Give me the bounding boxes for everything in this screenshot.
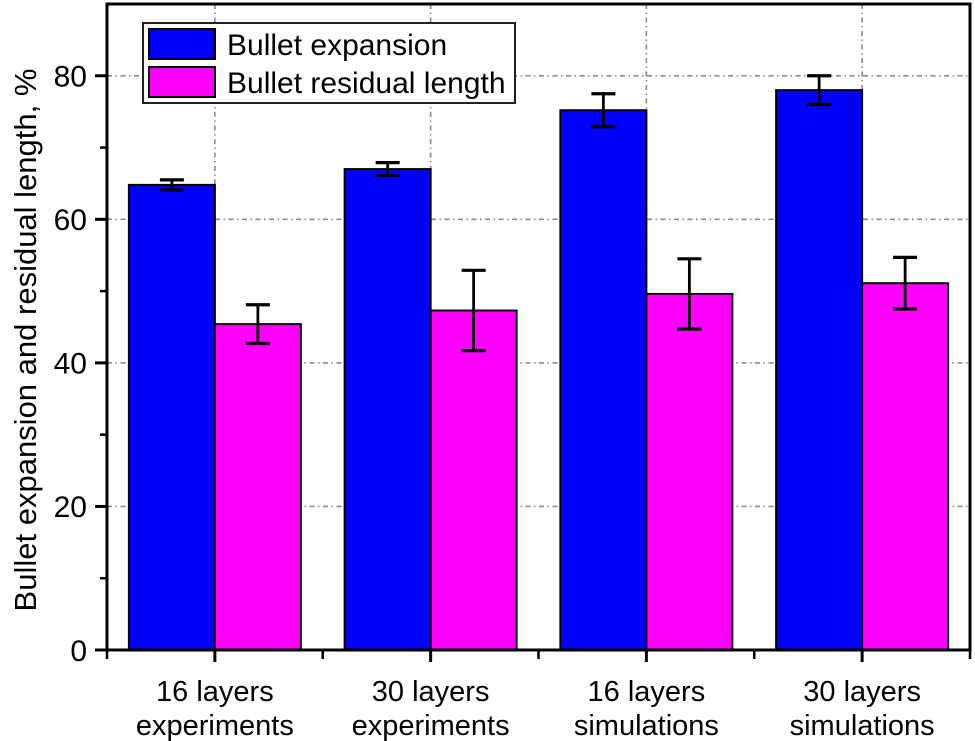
legend-label-1: Bullet residual length <box>227 67 506 100</box>
error-bar-bullet-expansion-3 <box>807 74 832 107</box>
bar-bullet-residual-length-3 <box>861 282 950 651</box>
legend-swatch-1 <box>148 66 216 98</box>
bar-bullet-expansion-2 <box>559 109 648 651</box>
x-category-label-2: 16 layers simulations <box>574 676 719 741</box>
x-category-label-3: 30 layers simulations <box>790 676 935 741</box>
error-bar-bullet-residual-length-2 <box>677 257 702 331</box>
bar-bullet-residual-length-2 <box>645 292 734 651</box>
bar-bullet-residual-length-1 <box>429 309 518 651</box>
error-bar-bullet-expansion-2 <box>591 92 616 129</box>
y-tick-label-40: 40 <box>54 348 87 381</box>
x-category-label-1: 30 layers experiments <box>352 676 510 741</box>
y-tick-label-0: 0 <box>70 635 87 668</box>
legend-swatch-0 <box>148 28 216 60</box>
y-tick-label-60: 60 <box>54 204 87 237</box>
error-bar-bullet-residual-length-0 <box>245 303 270 346</box>
legend-label-0: Bullet expansion <box>227 29 447 62</box>
error-bar-bullet-expansion-1 <box>375 161 400 178</box>
error-bar-bullet-residual-length-3 <box>893 255 918 311</box>
y-axis-title: Bullet expansion and residual length, % <box>8 69 43 612</box>
bar-bullet-expansion-1 <box>343 168 432 651</box>
x-category-label-0: 16 layers experiments <box>136 676 294 741</box>
error-bar-bullet-residual-length-1 <box>461 268 486 353</box>
y-tick-label-20: 20 <box>54 491 87 524</box>
bar-bullet-expansion-3 <box>775 89 864 651</box>
bar-bullet-residual-length-0 <box>213 323 302 651</box>
error-bar-bullet-expansion-0 <box>159 178 184 192</box>
y-tick-label-80: 80 <box>54 61 87 94</box>
bar-bullet-expansion-0 <box>127 183 216 651</box>
